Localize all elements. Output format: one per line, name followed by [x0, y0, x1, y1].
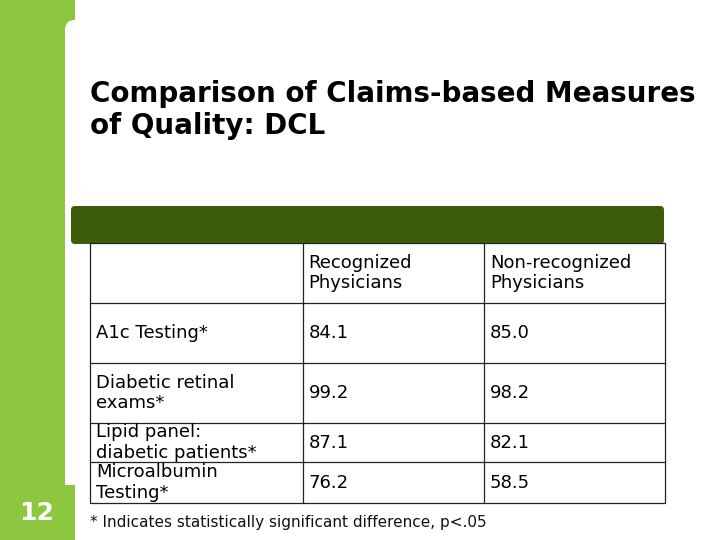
FancyBboxPatch shape: [71, 206, 664, 244]
Bar: [75, 30, 720, 540]
Text: 76.2: 76.2: [309, 474, 349, 491]
Text: 85.0: 85.0: [490, 324, 530, 342]
Text: 82.1: 82.1: [490, 434, 530, 451]
Text: 58.5: 58.5: [490, 474, 530, 491]
Text: Non-recognized
Physicians: Non-recognized Physicians: [490, 254, 631, 292]
Text: Comparison of Claims-based Measures
of Quality: DCL: Comparison of Claims-based Measures of Q…: [90, 80, 696, 140]
Text: A1c Testing*: A1c Testing*: [96, 324, 208, 342]
Text: 12: 12: [19, 501, 55, 525]
Text: Microalbumin
Testing*: Microalbumin Testing*: [96, 463, 217, 502]
Bar: [90, 243, 665, 503]
Text: 99.2: 99.2: [309, 384, 349, 402]
FancyBboxPatch shape: [65, 20, 720, 540]
Text: * Indicates statistically significant difference, p<.05: * Indicates statistically significant di…: [90, 515, 487, 530]
Text: Recognized
Physicians: Recognized Physicians: [309, 254, 413, 292]
Text: Lipid panel:
diabetic patients*: Lipid panel: diabetic patients*: [96, 423, 256, 462]
Text: 98.2: 98.2: [490, 384, 530, 402]
Text: Diabetic retinal
exams*: Diabetic retinal exams*: [96, 374, 235, 413]
Bar: [0, 0, 75, 540]
Text: 87.1: 87.1: [309, 434, 348, 451]
Text: 84.1: 84.1: [309, 324, 348, 342]
Bar: [0, 485, 75, 540]
